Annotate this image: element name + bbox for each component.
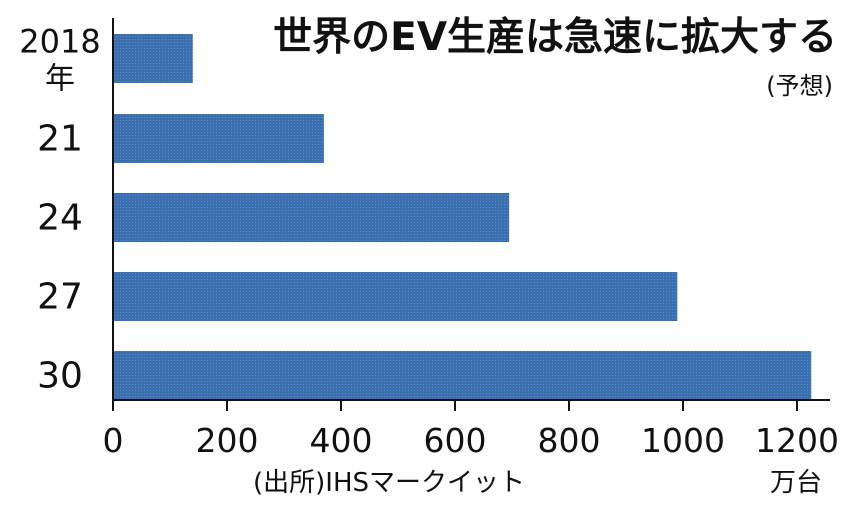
x-tick-label: 1200 xyxy=(755,421,839,460)
x-tick-label: 600 xyxy=(424,421,487,460)
category-label: 2018 xyxy=(19,23,100,61)
chart-subtitle: (予想) xyxy=(766,72,833,100)
x-axis-unit: 万台 xyxy=(770,468,823,498)
x-tick-label: 400 xyxy=(310,421,373,460)
x-tick-label: 800 xyxy=(538,421,601,460)
bar-24 xyxy=(113,193,510,242)
x-tick-label: 200 xyxy=(196,421,259,460)
x-tick-label: 0 xyxy=(103,421,124,460)
bar-21 xyxy=(113,114,324,163)
bar-30 xyxy=(113,351,812,400)
category-label: 30 xyxy=(37,356,83,397)
category-label: 24 xyxy=(37,198,83,239)
category-label: 21 xyxy=(37,119,83,160)
bars-group xyxy=(113,34,812,400)
bar-2018 xyxy=(113,34,193,83)
x-tick-label: 1000 xyxy=(641,421,725,460)
source-note: (出所)IHSマークイット xyxy=(253,468,526,498)
category-label-suffix: 年 xyxy=(45,62,75,97)
category-label: 27 xyxy=(37,277,83,318)
chart-title: 世界のEV生産は急速に拡大する xyxy=(273,15,837,60)
x-axis: 0 200 400 600 800 1000 1200 xyxy=(103,18,839,460)
bar-27 xyxy=(113,272,678,321)
